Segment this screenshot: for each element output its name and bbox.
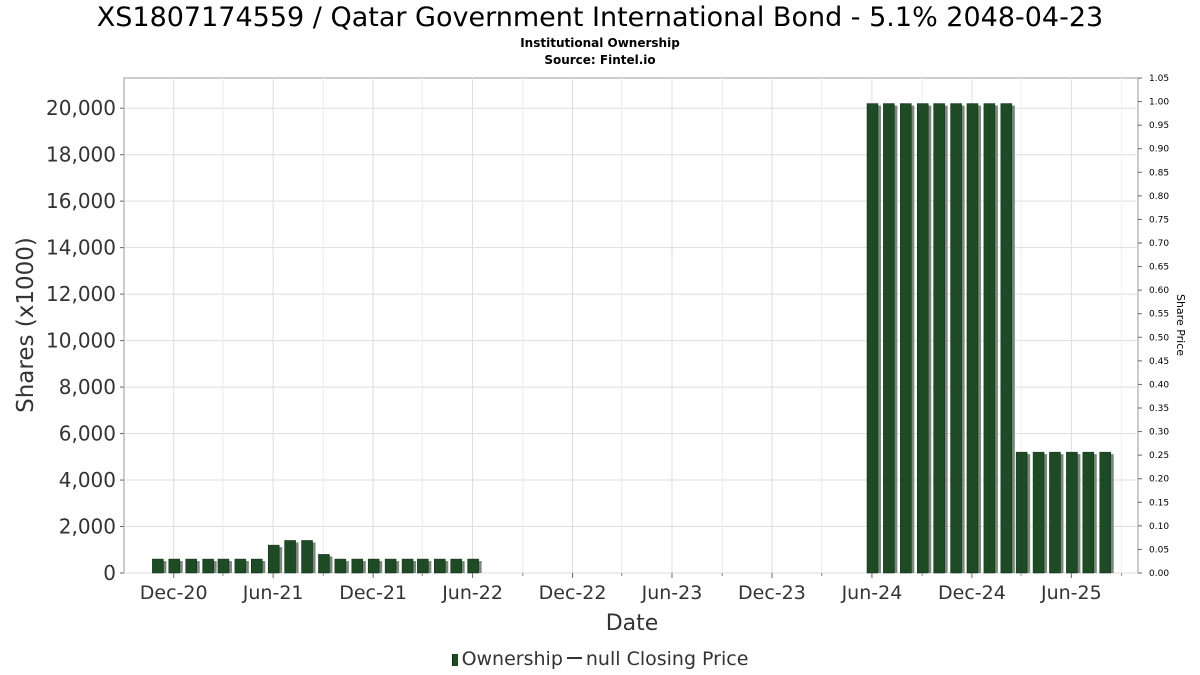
bar — [900, 103, 912, 574]
bar — [1082, 451, 1095, 574]
y-tick-label: 20,000 — [46, 96, 116, 120]
bar — [450, 558, 462, 574]
bar — [284, 540, 296, 574]
bar — [185, 558, 197, 574]
y-tick-label: 6,000 — [59, 422, 116, 446]
y2-axis-label: Share Price — [1174, 294, 1187, 356]
bar — [367, 558, 380, 574]
bar — [950, 103, 962, 574]
price-legend-label: null Closing Price — [585, 648, 749, 670]
x-tick-label: Dec-20 — [140, 582, 208, 604]
x-tick-label: Jun-21 — [242, 582, 304, 604]
y-axis-label: Shares (x1000) — [13, 237, 39, 413]
y-tick-label: 10,000 — [46, 329, 116, 353]
y2-tick-label: 0.15 — [1149, 498, 1169, 508]
ownership-legend-label: Ownership — [461, 648, 563, 670]
y-tick-label: 16,000 — [46, 189, 116, 213]
bars-group — [152, 103, 1114, 574]
price-legend-swatch — [566, 657, 582, 659]
bar — [301, 540, 313, 574]
y2-tick-label: 1.00 — [1149, 98, 1169, 108]
y2-tick-label: 0.30 — [1149, 428, 1169, 438]
y2-tick-label: 0.60 — [1149, 286, 1169, 296]
x-tick-label: Dec-24 — [938, 582, 1006, 604]
bar — [251, 558, 263, 574]
bar — [1049, 451, 1061, 574]
bar — [351, 558, 364, 574]
x-tick-label: Jun-24 — [841, 582, 903, 604]
bar — [467, 558, 479, 574]
x-tick-label: Jun-23 — [641, 582, 703, 604]
y-tick-label: 14,000 — [46, 236, 116, 260]
bar — [983, 103, 996, 574]
bar — [217, 558, 230, 574]
y2-tick-label: 0.80 — [1149, 192, 1169, 202]
x-tick-label: Dec-22 — [539, 582, 607, 604]
bar — [1015, 451, 1028, 574]
bar — [202, 558, 214, 574]
y2-tick-label: 0.35 — [1149, 404, 1169, 414]
bar — [401, 558, 414, 574]
chart-title: XS1807174559 / Qatar Government Internat… — [96, 2, 1104, 33]
y2-tick-label: 0.10 — [1149, 522, 1169, 532]
x-tick-label: Jun-22 — [441, 582, 503, 604]
x-tick-label: Jun-25 — [1040, 582, 1102, 604]
y2-tick-label: 0.95 — [1149, 121, 1169, 131]
bar — [234, 558, 247, 574]
y-axis-ticks: 0 2,000 4,000 6,000 8,000 10,000 12,000 14,000 1… — [46, 96, 124, 585]
y2-tick-label: 0.85 — [1149, 168, 1169, 178]
y-tick-label: 18,000 — [46, 143, 116, 167]
y2-tick-label: 0.05 — [1149, 545, 1169, 555]
y2-tick-label: 0.65 — [1149, 263, 1169, 273]
y-tick-label: 2,000 — [59, 515, 116, 539]
y-tick-label: 0 — [103, 561, 116, 585]
y2-tick-label: 0.00 — [1149, 569, 1169, 579]
bar — [267, 544, 280, 574]
x-axis-label: Date — [606, 611, 659, 636]
bar — [152, 558, 164, 574]
legend: Ownership null Closing Price — [0, 647, 1200, 671]
bar — [318, 554, 330, 574]
y2-tick-label: 0.20 — [1149, 475, 1169, 485]
y2-tick-label: 0.75 — [1149, 215, 1169, 225]
y2-tick-label: 0.90 — [1149, 145, 1169, 155]
y2-tick-label: 0.70 — [1149, 239, 1169, 249]
bar — [434, 558, 446, 574]
y-tick-label: 12,000 — [46, 282, 116, 306]
y2-tick-label: 0.25 — [1149, 451, 1169, 461]
bar — [334, 558, 347, 574]
y2-tick-label: 0.40 — [1149, 380, 1169, 390]
bar — [1066, 451, 1078, 574]
y2-tick-label: 0.45 — [1149, 357, 1169, 367]
bar — [1000, 103, 1013, 574]
bar — [1099, 451, 1111, 574]
bar — [1032, 451, 1045, 574]
y2-tick-label: 1.05 — [1149, 74, 1169, 84]
chart-source: Source: Fintel.io — [544, 53, 656, 67]
ownership-legend-swatch — [451, 654, 458, 666]
x-tick-label: Dec-21 — [339, 582, 407, 604]
bar — [883, 103, 895, 574]
x-tick-label: Dec-23 — [738, 582, 806, 604]
bar — [933, 103, 945, 574]
bar — [916, 103, 929, 574]
bar — [866, 103, 879, 574]
bar — [417, 558, 429, 574]
y2-axis-ticks: 0.00 0.05 0.10 0.15 0.20 0.25 0.30 0.35 0.40 0.45… — [1138, 74, 1169, 579]
y-tick-label: 8,000 — [59, 375, 116, 399]
y2-tick-label: 0.50 — [1149, 333, 1169, 343]
bar — [966, 103, 979, 574]
bar — [168, 558, 181, 574]
y-tick-label: 4,000 — [59, 468, 116, 492]
bar — [384, 558, 397, 574]
y2-tick-label: 0.55 — [1149, 310, 1169, 320]
x-axis-ticks: Dec-20 Jun-21 Dec-21 Jun-22 Dec-22 Jun-23 Dec-… — [140, 573, 1123, 604]
chart-subtitle: Institutional Ownership — [520, 36, 680, 50]
